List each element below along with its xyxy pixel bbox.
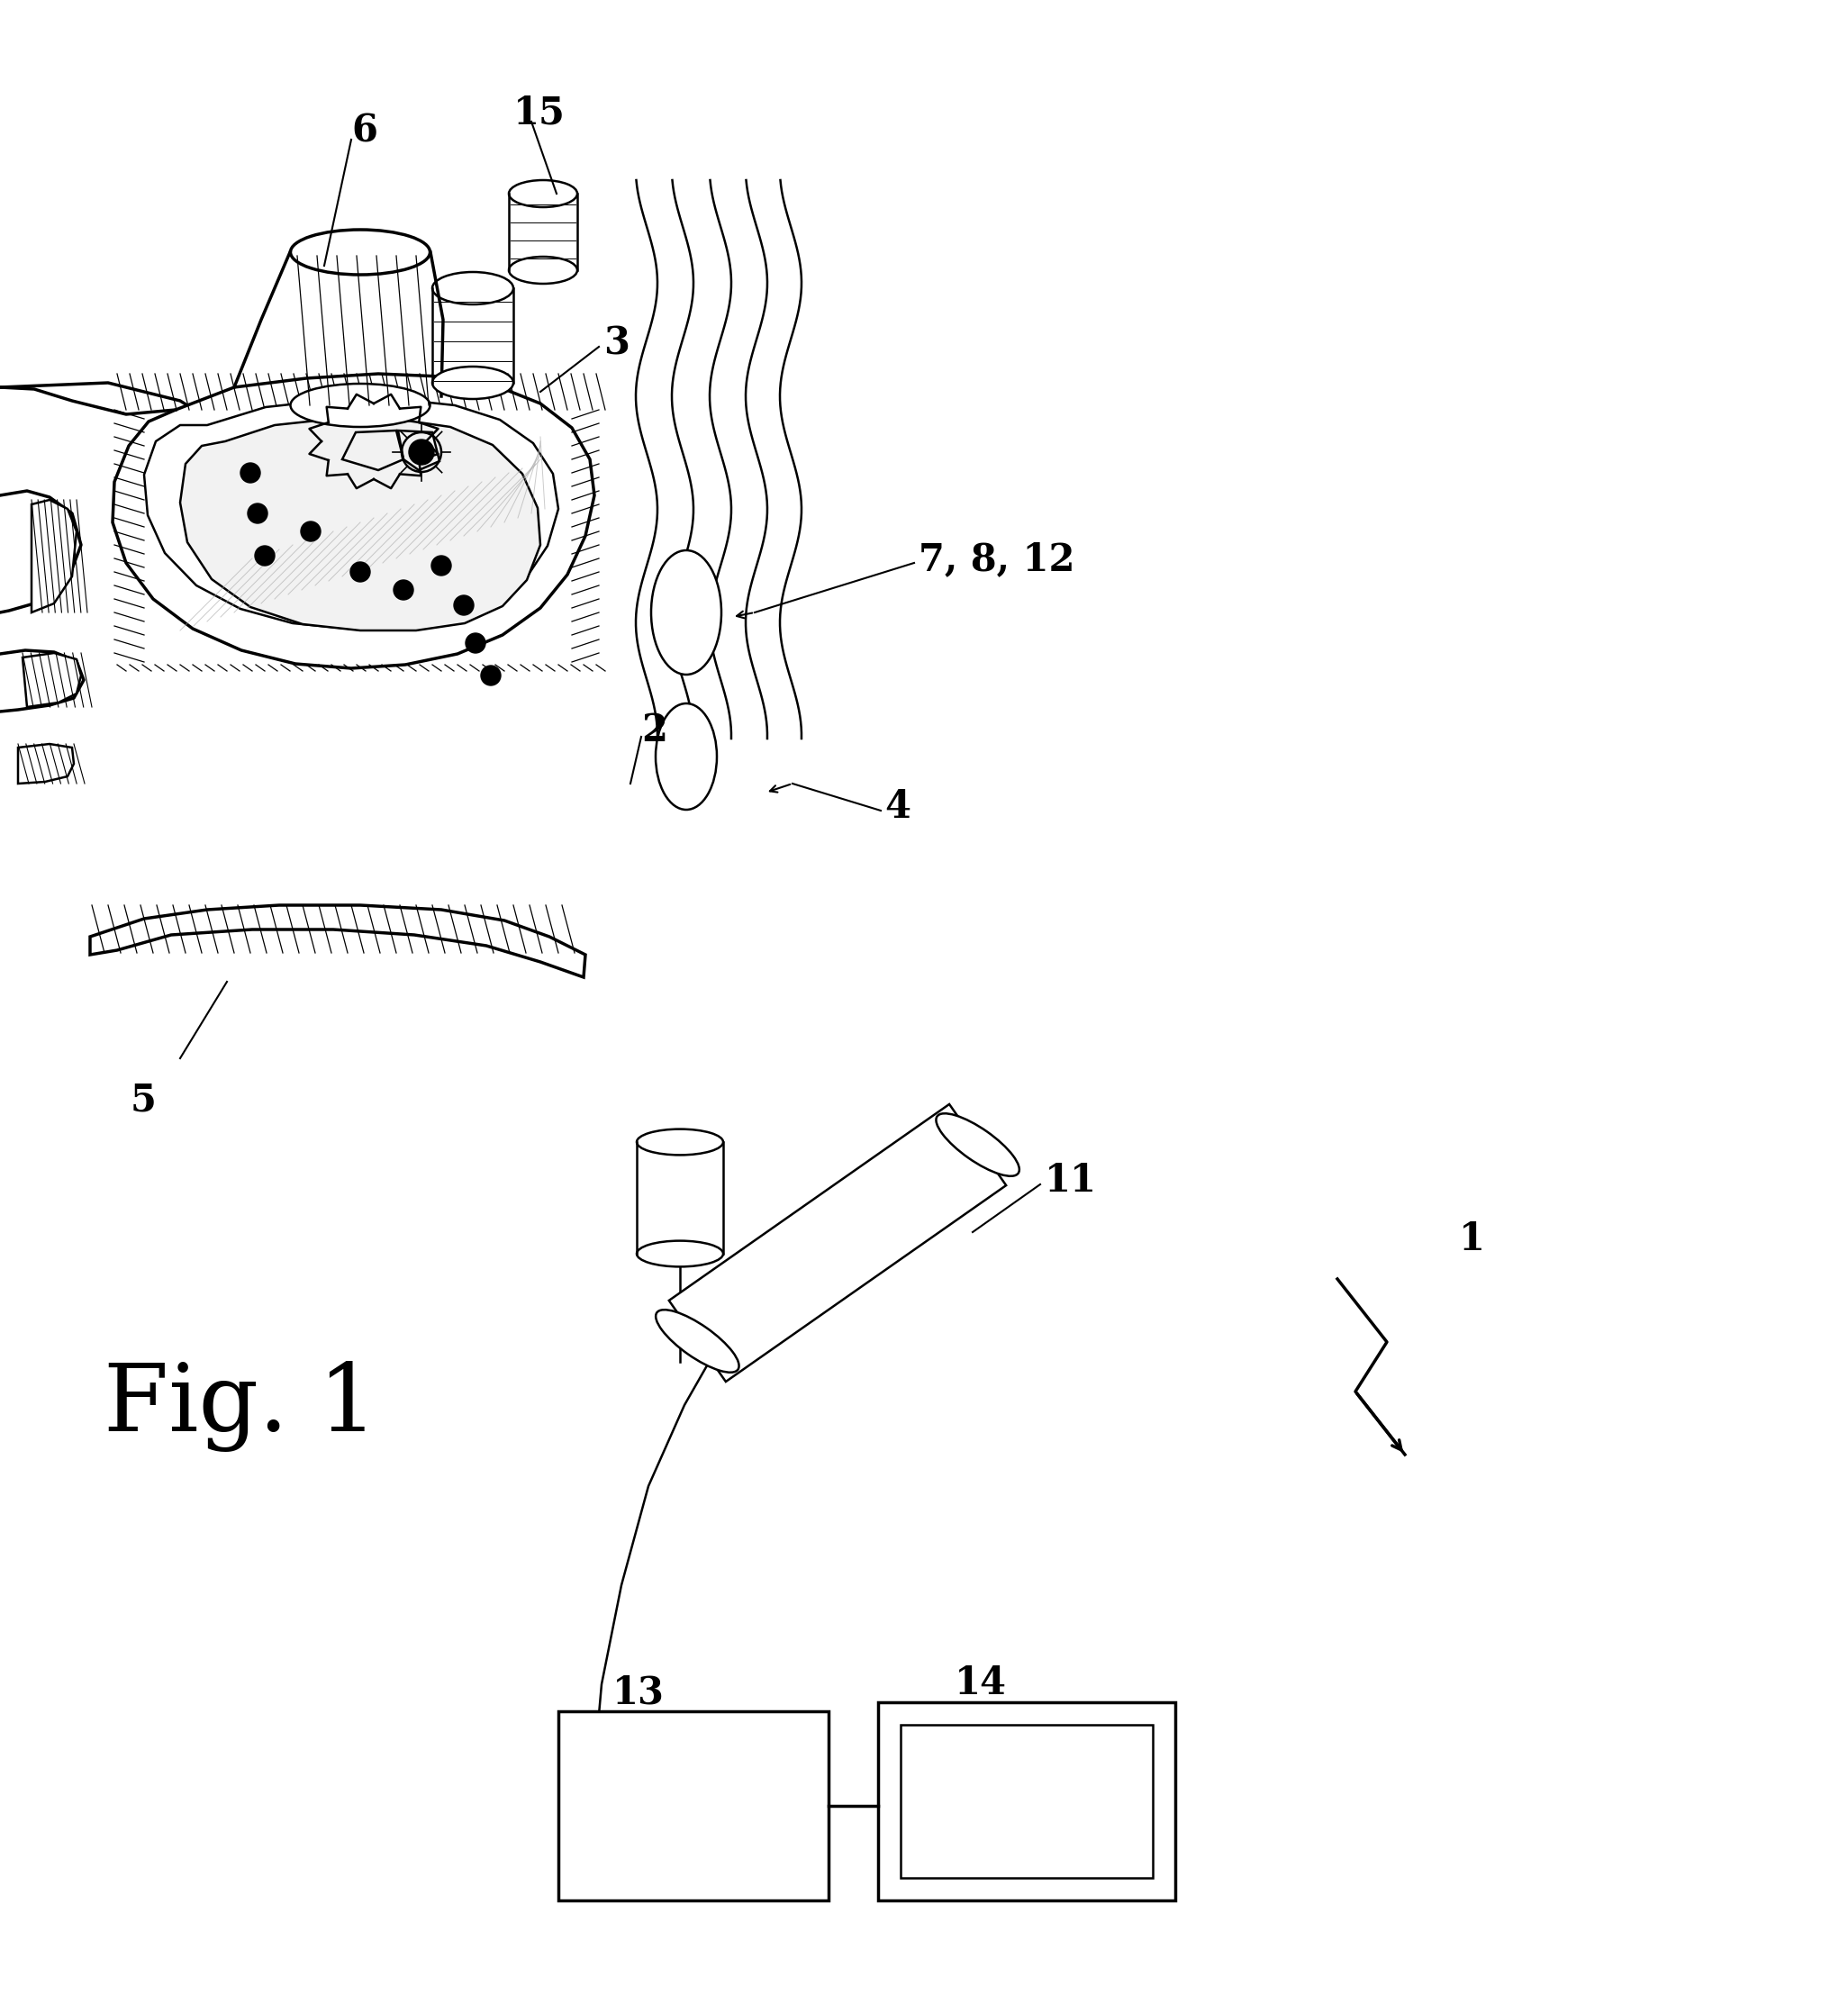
Circle shape (255, 546, 275, 566)
Polygon shape (31, 499, 76, 612)
Circle shape (240, 463, 261, 483)
Text: 15: 15 (514, 95, 565, 133)
Circle shape (351, 562, 370, 582)
Text: 7, 8, 12: 7, 8, 12 (918, 539, 1076, 578)
Circle shape (480, 666, 501, 684)
Polygon shape (91, 906, 586, 976)
Ellipse shape (656, 1310, 739, 1373)
Ellipse shape (656, 703, 717, 809)
Ellipse shape (638, 1129, 723, 1155)
Text: 11: 11 (1044, 1162, 1098, 1200)
Text: Fig. 1: Fig. 1 (103, 1361, 377, 1451)
Circle shape (248, 503, 268, 523)
Polygon shape (878, 1703, 1175, 1900)
Circle shape (466, 634, 486, 652)
Polygon shape (18, 745, 74, 783)
Polygon shape (179, 419, 540, 630)
Polygon shape (22, 652, 81, 707)
Circle shape (394, 580, 414, 600)
Text: 6: 6 (351, 113, 377, 151)
Ellipse shape (290, 384, 431, 427)
Circle shape (455, 596, 473, 616)
Text: 5: 5 (131, 1081, 157, 1119)
Ellipse shape (937, 1113, 1020, 1176)
Circle shape (301, 521, 320, 541)
Polygon shape (900, 1725, 1153, 1878)
Polygon shape (669, 1105, 1005, 1381)
Ellipse shape (432, 366, 514, 399)
Polygon shape (113, 374, 595, 668)
Text: 4: 4 (885, 787, 911, 825)
Circle shape (408, 439, 434, 465)
Polygon shape (558, 1711, 828, 1900)
Text: 2: 2 (641, 711, 667, 749)
Ellipse shape (650, 550, 721, 674)
Ellipse shape (508, 258, 577, 284)
Text: 13: 13 (612, 1673, 665, 1711)
Text: 14: 14 (955, 1665, 1007, 1703)
Text: 1: 1 (1458, 1220, 1486, 1258)
Text: 3: 3 (604, 324, 630, 362)
Circle shape (431, 556, 451, 576)
Polygon shape (144, 399, 558, 628)
Ellipse shape (638, 1240, 723, 1266)
